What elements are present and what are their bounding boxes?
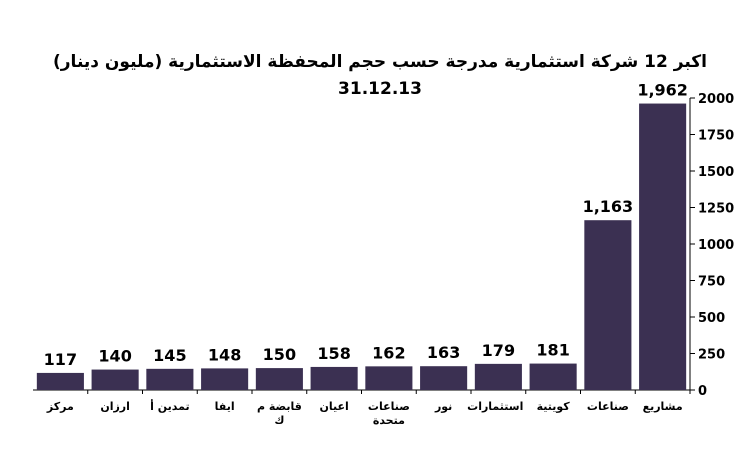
value-label: 145 bbox=[153, 346, 186, 365]
y-tick-label: 1250 bbox=[698, 202, 734, 217]
value-label: 140 bbox=[98, 347, 131, 366]
value-label: 158 bbox=[317, 344, 350, 363]
x-tick-label: صناعات bbox=[586, 400, 629, 413]
bar bbox=[639, 103, 687, 390]
value-label: 181 bbox=[536, 341, 569, 360]
x-tick-label: اعيان bbox=[319, 400, 349, 413]
bar bbox=[420, 366, 468, 390]
x-tick-label: نور bbox=[434, 400, 453, 413]
bar bbox=[529, 363, 577, 390]
value-label: 1,962 bbox=[637, 81, 688, 100]
y-tick-label: 250 bbox=[698, 348, 725, 363]
value-label: 148 bbox=[208, 345, 241, 364]
bar bbox=[146, 368, 194, 390]
bar bbox=[474, 363, 522, 390]
y-tick-label: 1000 bbox=[698, 238, 734, 253]
x-tick-label: قابضة م ك bbox=[256, 400, 302, 427]
value-label: 162 bbox=[372, 343, 405, 362]
value-label: 117 bbox=[44, 350, 77, 369]
chart-subtitle: 31.12.13 bbox=[338, 79, 422, 99]
x-tick-label: مركز bbox=[46, 400, 74, 413]
value-label: 163 bbox=[427, 343, 460, 362]
x-tick-label: استثمارات bbox=[467, 400, 524, 413]
bar bbox=[310, 366, 358, 390]
bar bbox=[91, 369, 139, 390]
y-tick-label: 1750 bbox=[698, 129, 734, 144]
value-label: 150 bbox=[263, 345, 296, 364]
y-tick-label: 750 bbox=[698, 275, 725, 290]
bar bbox=[584, 220, 632, 390]
y-tick-label: 1500 bbox=[698, 165, 734, 180]
x-tick-label: ايفا bbox=[214, 400, 235, 413]
x-tick-label: مشاريع bbox=[642, 400, 683, 413]
x-tick-label: صناعات متحدة bbox=[367, 400, 410, 427]
chart-title: اكبر 12 شركة استثمارية مدرجة حسب حجم الم… bbox=[53, 52, 707, 72]
bar bbox=[255, 368, 303, 390]
value-label: 1,163 bbox=[583, 197, 634, 216]
x-tick-label: تمدين أ bbox=[150, 400, 190, 413]
y-tick-label: 2000 bbox=[698, 92, 734, 107]
bar bbox=[36, 372, 84, 390]
value-label: 179 bbox=[482, 341, 515, 360]
bar bbox=[365, 366, 413, 390]
y-tick-label: 0 bbox=[698, 384, 707, 399]
bar bbox=[201, 368, 249, 390]
x-tick-label: كويتية bbox=[536, 400, 570, 413]
x-tick-label: ارزان bbox=[100, 400, 130, 413]
y-tick-label: 500 bbox=[698, 311, 725, 326]
